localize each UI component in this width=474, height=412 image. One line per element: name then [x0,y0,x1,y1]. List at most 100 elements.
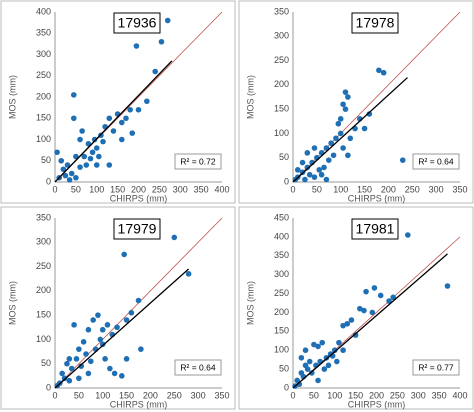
point [304,164,311,171]
point [302,176,308,183]
point [90,317,96,323]
y-tick-label: 350 [274,6,289,16]
point [376,67,382,74]
point [164,17,171,24]
point [119,136,125,143]
x-axis-label: CHIRPS (mm) [348,193,406,203]
point [99,326,106,333]
point [325,157,332,163]
point [340,145,346,151]
y-tick-label: 300 [274,269,289,279]
point [66,177,73,183]
point [335,120,342,127]
chart-title: 17978 [356,15,395,31]
point [294,167,301,173]
x-tick-label: 50 [309,390,319,400]
point [333,135,339,142]
y-tick-label: 350 [36,28,51,38]
x-tick-label: 250 [405,184,420,194]
point [371,285,378,291]
point [298,354,305,361]
title-box [351,12,399,34]
point [111,370,118,377]
point [135,106,142,113]
y-tick-label: 200 [36,285,51,295]
point [380,69,387,76]
point [328,140,334,146]
annotation: R² = 0.64 [418,156,453,166]
point [95,312,101,318]
x-tick-label: 200 [131,184,146,194]
x-axis-label: CHIRPS (mm) [110,193,168,203]
x-tick-label: 300 [411,390,426,400]
point [128,309,135,316]
point [133,43,140,49]
x-tick-label: 200 [369,390,384,400]
y-tick-label: 250 [36,70,51,80]
y-tick-label: 0 [46,382,51,392]
point [340,322,346,329]
point [119,119,125,126]
panel-border [238,0,474,204]
x-tick-label: 100 [333,184,348,194]
title-box [113,12,161,34]
point [308,370,315,376]
x-tick-label: 0 [52,390,57,400]
point [296,381,303,388]
point [97,336,104,343]
point [135,297,142,304]
y-tick-label: 100 [36,134,51,144]
point [85,326,92,333]
point [73,153,79,160]
point [80,339,87,345]
annotation-box [174,153,222,170]
annotation-box [174,359,222,376]
point [311,145,318,151]
y-tick-label: 50 [41,358,51,368]
point [73,174,79,181]
point [315,343,321,350]
point [306,171,313,178]
x-tick-label: 250 [390,390,405,400]
y-tick-label: 250 [274,288,289,298]
point [321,164,327,171]
point [315,377,321,384]
point [304,366,311,372]
x-tick-label: 350 [214,390,229,400]
point [319,339,326,346]
point [107,365,113,372]
point [158,38,165,45]
point [299,169,306,176]
y-tick-label: 200 [274,307,289,317]
y-tick-label: 200 [36,91,51,101]
annotation: R² = 0.64 [180,362,215,372]
point [185,271,192,277]
point [323,176,330,183]
y-tick-label: 400 [36,6,51,16]
panel-border [0,0,236,204]
fit-line [54,268,190,389]
x-tick-label: 350 [194,184,209,194]
point [68,170,75,177]
point [405,232,411,238]
annotation: R² = 0.72 [180,156,215,166]
y-tick-label: 150 [274,104,289,114]
point [85,370,92,377]
point [144,98,150,105]
point [361,125,368,132]
point [87,358,94,365]
y-tick-label: 450 [274,212,289,222]
point [123,356,130,362]
y-tick-label: 300 [36,49,51,59]
y-tick-label: 0 [46,176,51,186]
y-tick-label: 100 [274,345,289,355]
y-tick-label: 350 [36,212,51,222]
point [106,115,113,122]
x-tick-label: 200 [381,184,396,194]
y-tick-label: 200 [274,79,289,89]
x-tick-label: 350 [432,390,447,400]
x-tick-label: 0 [290,390,295,400]
point [96,153,102,160]
point [100,138,106,145]
